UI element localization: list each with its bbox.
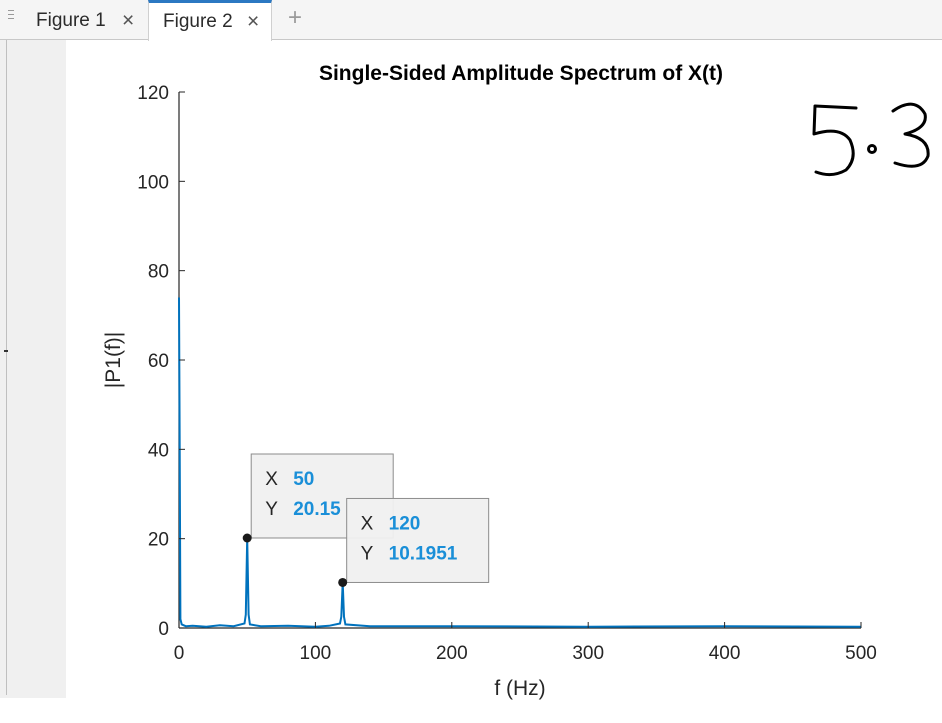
x-tick-labels: 0 100 200 300 400 500 bbox=[174, 622, 877, 664]
y-axis-label: |P1(f)| bbox=[102, 332, 125, 388]
bottom-strip bbox=[0, 698, 942, 723]
datatip-key: Y bbox=[265, 499, 278, 520]
grip-icon[interactable] bbox=[8, 10, 14, 24]
x-tick-label: 300 bbox=[572, 643, 604, 664]
panel-divider[interactable] bbox=[6, 40, 7, 695]
y-tick-label: 100 bbox=[137, 172, 169, 193]
y-tick-label: 0 bbox=[158, 619, 169, 640]
x-tick-label: 0 bbox=[174, 643, 185, 664]
datatip-value: 120 bbox=[389, 513, 421, 534]
x-axis-label: f (Hz) bbox=[494, 677, 545, 700]
y-tick-labels: 0 20 40 60 80 100 120 bbox=[137, 83, 185, 640]
close-icon[interactable]: × bbox=[247, 10, 260, 33]
left-panel bbox=[0, 40, 66, 698]
datatip-value: 50 bbox=[293, 469, 314, 490]
series-line bbox=[178, 297, 862, 628]
x-tick-label: 500 bbox=[845, 643, 877, 664]
chart-title: Single-Sided Amplitude Spectrum of X(t) bbox=[319, 62, 723, 85]
x-tick-label: 100 bbox=[300, 643, 332, 664]
datatip-value: 20.15 bbox=[293, 499, 341, 520]
close-icon[interactable]: × bbox=[122, 9, 135, 32]
datatips: X 50 Y 20.15 X 120 Y 10.1951 bbox=[242, 453, 490, 587]
datatip-key: X bbox=[361, 513, 374, 534]
y-tick-label: 60 bbox=[148, 351, 169, 372]
figure-tab-bar: Figure 1 × Figure 2 × + bbox=[0, 0, 942, 41]
plus-icon[interactable]: + bbox=[288, 4, 303, 31]
datatip-key: Y bbox=[361, 543, 374, 564]
x-tick-label: 200 bbox=[436, 643, 468, 664]
datatip-marker bbox=[338, 577, 348, 587]
series-group bbox=[178, 297, 862, 628]
tab-label: Figure 1 bbox=[36, 10, 106, 31]
x-tick-label: 400 bbox=[709, 643, 741, 664]
datatip-value: 10.1951 bbox=[389, 543, 458, 564]
tab-figure-1[interactable]: Figure 1 × bbox=[22, 2, 146, 40]
divider-handle[interactable] bbox=[4, 350, 8, 352]
tab-label: Figure 2 bbox=[163, 11, 233, 32]
y-tick-label: 120 bbox=[137, 83, 169, 104]
datatip-key: X bbox=[265, 469, 278, 490]
tab-figure-2[interactable]: Figure 2 × bbox=[148, 0, 272, 41]
y-tick-label: 80 bbox=[148, 262, 169, 283]
datatip: X 120 Y 10.1951 bbox=[338, 497, 490, 587]
y-tick-label: 20 bbox=[148, 530, 169, 551]
datatip-box bbox=[346, 497, 490, 583]
datatip-marker bbox=[242, 533, 252, 543]
y-tick-label: 40 bbox=[148, 440, 169, 461]
